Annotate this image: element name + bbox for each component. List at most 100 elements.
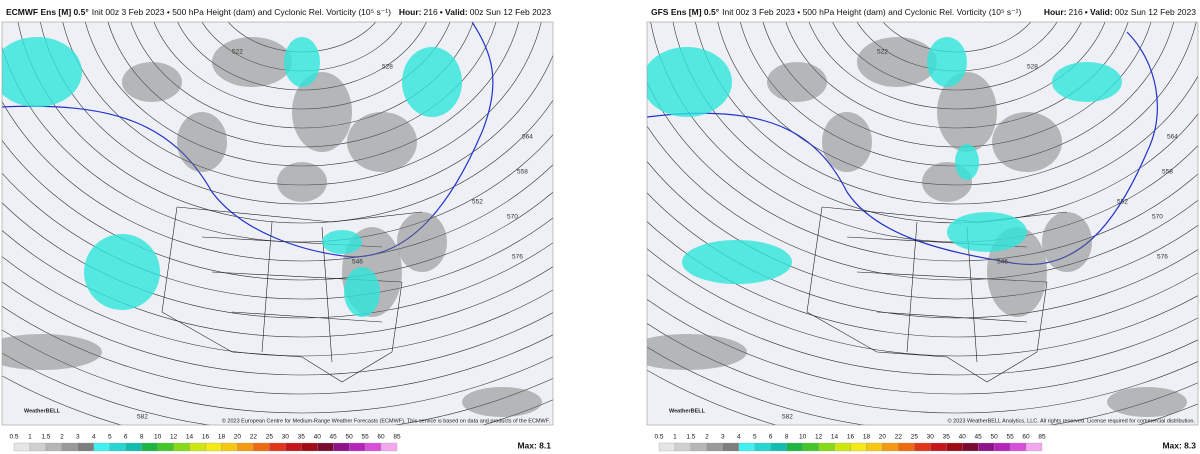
colorbar-label: 35 [298,434,306,441]
colorbar-swatch [380,442,398,452]
colorbar-swatch [61,442,78,452]
colorbar-swatch [690,442,708,452]
map-content: 522 528 546 552 558 564 570 576 582 WeatherBELL © … [2,22,553,425]
colorbar-label: 3 [721,434,725,441]
vorticity-patch [177,112,227,172]
contour-label: 570 [507,214,518,221]
colorbar-label: 22 [250,434,258,441]
height-contour [2,256,553,357]
hour-value: 216 [424,7,438,17]
colorbar-swatch [802,442,819,452]
contour-label: 552 [1117,199,1128,206]
vorticity-patch [397,212,447,272]
colorbar-label: 4 [737,434,741,441]
valid-value: 00z Sun 12 Feb 2023 [470,7,552,17]
vorticity-patch [1107,387,1187,417]
height-contour [17,22,553,224]
vorticity-max [955,144,979,180]
height-contour [62,22,542,186]
height-contour [647,273,1198,376]
vorticity-patch [277,162,327,202]
colorbar-swatch [962,442,979,452]
colorbar-swatch [269,442,286,452]
height-contour [717,22,1197,186]
colorbar-swatch [882,442,899,452]
valid-label: • Valid: [1085,7,1113,17]
run-description: Init 00z 3 Feb 2023 • 500 hPa Height (da… [92,7,391,17]
height-contour [647,323,1198,414]
height-contour [832,22,1082,91]
vorticity-max [84,234,160,310]
colorbar-label: 55 [361,434,369,441]
colorbar-label: 35 [943,434,951,441]
height-contour [695,22,1198,205]
max-value: Max: 8.3 [1162,440,1196,450]
colorbar-label: 25 [266,434,274,441]
colorbar-swatch [45,442,63,452]
height-contour [2,329,553,414]
contour-label: 528 [382,64,393,71]
colorbar-label: 12 [815,434,823,441]
colorbar-label: 40 [314,434,322,441]
colorbar-swatch [29,442,47,452]
map-frame [646,21,1199,426]
vorticity-max [947,212,1027,252]
colorbar-swatch [866,442,883,452]
hour-label: Hour: [399,7,422,17]
colorbar-swatch [993,442,1011,452]
contour-label: 552 [472,199,483,206]
colorbar-label: 20 [234,434,242,441]
contour-label: 576 [512,254,523,261]
colorbar-label: 25 [911,434,919,441]
colorbar-label: 18 [863,434,871,441]
height-contour [647,220,1198,338]
colorbar-label: 60 [1022,434,1030,441]
colorbar-swatch [946,442,963,452]
contour-label: 558 [517,169,528,176]
contour-label: 570 [1152,214,1163,221]
vorticity-patch [212,37,292,87]
map: 522 528 546 552 558 564 570 576 582 WeatherBELL © … [646,21,1199,426]
colorbar-label: 85 [1038,434,1046,441]
map: 522 528 546 552 558 564 570 576 582 WeatherBELL © … [1,21,554,426]
colorbar-swatch [914,442,931,452]
panel: GFS Ens [M] 0.5° Init 00z 3 Feb 2023 • 50… [646,7,1199,452]
colorbar-swatch [348,442,366,452]
colorbar-swatch [253,442,270,452]
vorticity-max [927,37,967,87]
height-contour [153,22,451,110]
colorbar-label: 3 [76,434,80,441]
vorticity-patch [2,334,102,370]
contour-label: 564 [1167,134,1178,141]
height-contour [2,46,553,243]
valid-value: 00z Sun 12 Feb 2023 [1115,7,1197,17]
vorticity-patch [647,334,747,370]
contour-label: 558 [1162,169,1173,176]
colorbar-label: 50 [991,434,999,441]
height-contour [177,22,427,91]
colorbar-swatch [173,442,190,452]
colorbar-label: 2 [60,434,64,441]
colorbar-label: 6 [124,434,128,441]
logo: WeatherBELL [24,408,61,414]
map-frame [1,21,554,426]
vorticity-max [322,230,362,254]
vorticity-patch [992,112,1062,172]
vorticity-max [284,37,320,87]
height-contour [808,22,1106,110]
colorbar-label: 14 [831,434,839,441]
colorbar-swatch [770,442,787,452]
colorbar-swatch [157,442,174,452]
colorbar-swatch [754,442,771,452]
colorbar-swatch [333,442,350,452]
vorticity-patch [767,62,827,102]
height-contour [2,100,553,262]
valid-time: Hour: 216 • Valid: 00z Sun 12 Feb 2023 [399,7,551,17]
colorbar-swatch [189,442,206,452]
height-contour [2,281,553,376]
colorbar-label: 16 [202,434,210,441]
height-contour [2,229,553,338]
colorbar-label: 1 [673,434,677,441]
reference-contour [647,31,1158,265]
colorbar-swatch [317,442,334,452]
